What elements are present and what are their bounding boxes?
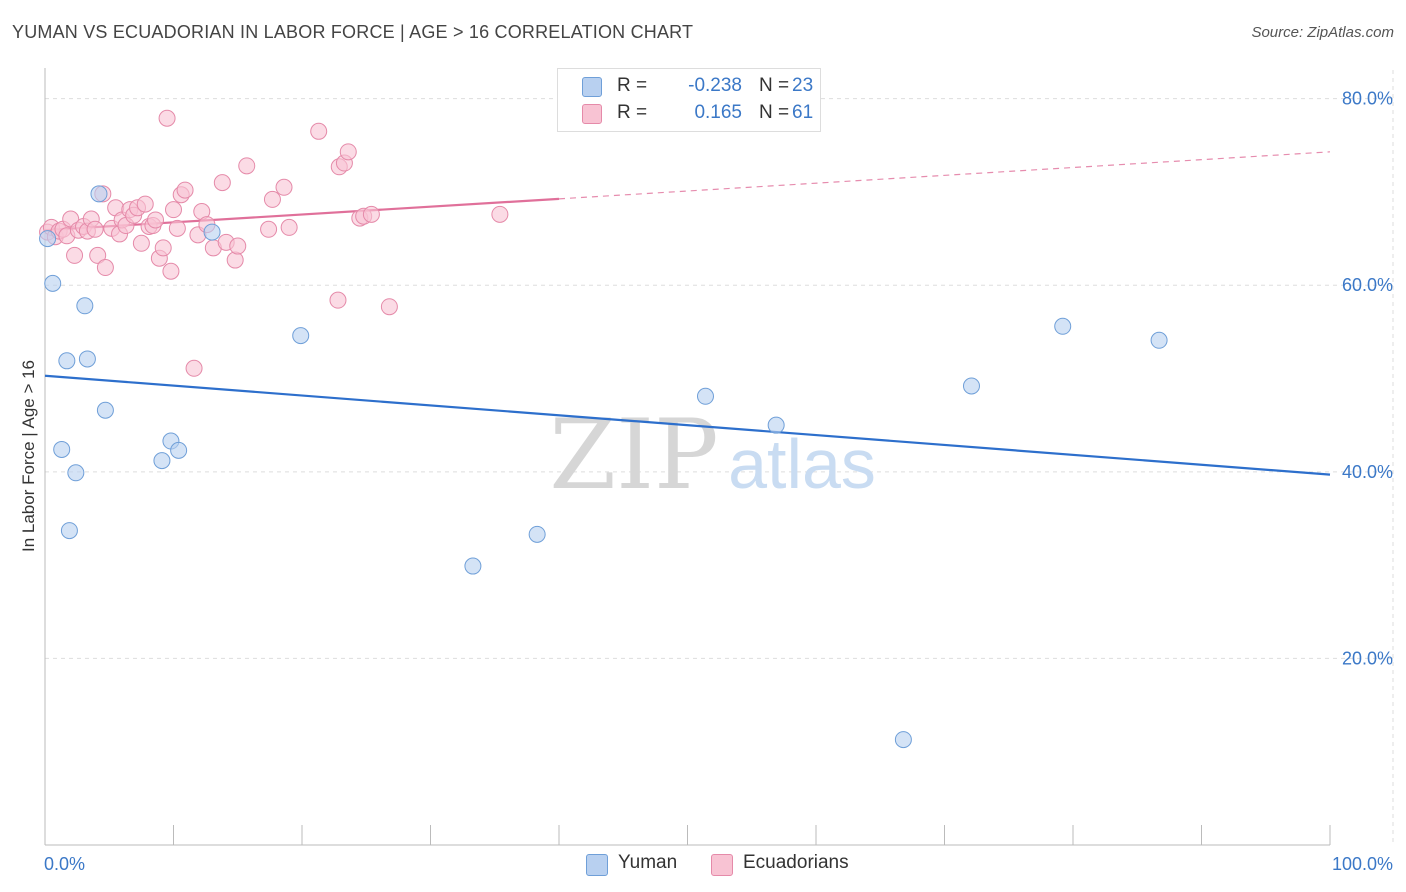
ecuadorians-point [162, 262, 180, 280]
ecuadorians-trendline-extension [558, 151, 1331, 200]
ecuadorians-point [158, 109, 176, 127]
ecuadorians-point [362, 205, 380, 223]
x-tick-label-max: 100.0% [1332, 854, 1393, 874]
ecuadorians-point [491, 205, 509, 223]
watermark-atlas: atlas [728, 425, 876, 503]
ecuadorians-n-value: 61 [792, 102, 814, 123]
ecuadorians-point [275, 178, 293, 196]
yuman-point [203, 223, 221, 241]
y-tick-label: 40.0% [1342, 462, 1393, 482]
bottom-yuman-swatch [586, 854, 608, 876]
yuman-point [76, 297, 94, 315]
ecuadorians-r-label: R = [617, 102, 648, 123]
yuman-point [53, 440, 71, 458]
ecuadorians-point [339, 143, 357, 161]
ecuadorians-point [147, 211, 165, 229]
yuman-point [96, 401, 114, 419]
y-tick-label: 20.0% [1342, 648, 1393, 668]
yuman-point [894, 731, 912, 749]
ecuadorians-point [280, 218, 298, 236]
ecuadorians-point [263, 190, 281, 208]
yuman-r-value: -0.238 [688, 75, 742, 96]
ecuadorians-point [168, 219, 186, 237]
yuman-point [962, 377, 980, 395]
ecuadorians-point [310, 122, 328, 140]
ecuadorians-point [185, 359, 203, 377]
ecuadorians-point [66, 246, 84, 264]
yuman-r-label: R = [617, 75, 648, 96]
yuman-point [58, 352, 76, 370]
x-tick-label-min: 0.0% [44, 854, 85, 874]
ecuadorians-point [165, 201, 182, 219]
bottom-ecuadorians-swatch [711, 854, 733, 876]
yuman-point [1150, 331, 1168, 349]
yuman-point [1054, 317, 1072, 335]
yuman-point [170, 441, 188, 459]
ecuadorians-point [380, 298, 398, 316]
ecuadorians-point [154, 239, 172, 257]
yuman-point [528, 525, 546, 543]
yuman-point [78, 350, 96, 368]
source-label: Source: ZipAtlas.com [1251, 24, 1394, 41]
yuman-point [464, 557, 482, 575]
y-tick-label: 80.0% [1342, 89, 1393, 109]
yuman-point [67, 464, 85, 482]
ecuadorians-point [229, 237, 247, 255]
yuman-n-value: 23 [792, 75, 814, 96]
yuman-point [153, 452, 171, 470]
yuman-point [696, 387, 714, 405]
ecuadorians-point [132, 234, 150, 252]
yuman-point [767, 416, 785, 434]
ecuadorians-point [136, 195, 154, 213]
yuman-point [90, 185, 108, 203]
yuman-point [292, 327, 310, 345]
ecuadorians-swatch [582, 104, 602, 124]
stats-legend: R = -0.238 N = 23 R = 0.165 N = 61 [557, 68, 821, 132]
ecuadorians-n-label: N = [759, 102, 790, 123]
yuman-swatch [582, 77, 602, 97]
ecuadorians-point [213, 174, 231, 192]
ecuadorians-point [226, 251, 244, 269]
yuman-trendline [44, 374, 1331, 476]
yuman-point [60, 522, 78, 540]
chart-title: YUMAN VS ECUADORIAN IN LABOR FORCE | AGE… [12, 22, 694, 42]
y-axis-label: In Labor Force | Age > 16 [19, 360, 38, 552]
ecuadorians-point [260, 220, 278, 238]
ecuadorians-point [238, 157, 256, 175]
bottom-ecuadorians-label: Ecuadorians [743, 852, 849, 873]
ecuadorians-point [329, 291, 347, 309]
ecuadorians-point [89, 246, 107, 264]
ecuadorians-point [176, 181, 194, 199]
ecuadorians-point [96, 259, 114, 277]
yuman-n-label: N = [759, 75, 790, 96]
yuman-point [44, 274, 62, 292]
bottom-yuman-label: Yuman [618, 852, 678, 873]
ecuadorians-point [86, 220, 104, 238]
y-tick-label: 60.0% [1342, 275, 1393, 295]
ecuadorians-r-value: 0.165 [694, 102, 742, 123]
yuman-point [39, 230, 57, 248]
